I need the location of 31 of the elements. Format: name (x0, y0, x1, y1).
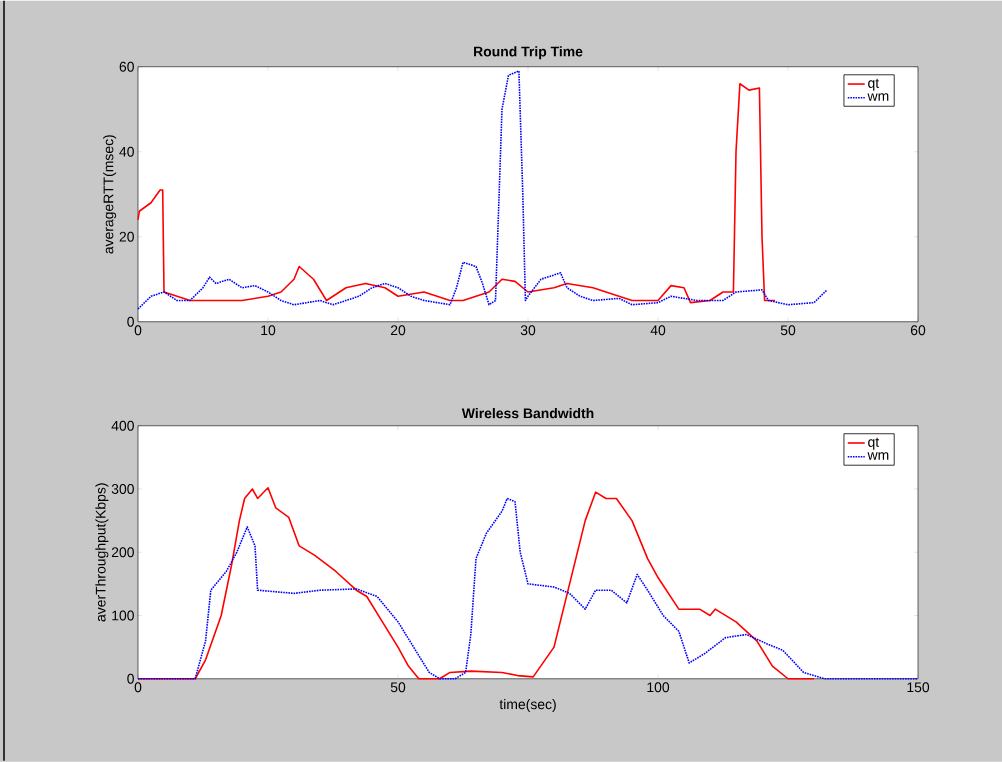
legend-label: wm (867, 93, 889, 101)
y-tick-label: 0 (127, 316, 134, 327)
legend-label: wm (867, 452, 889, 460)
legend-label: qt (868, 437, 880, 450)
y-tick-label: 100 (112, 610, 134, 621)
x-tick-label: 30 (520, 325, 536, 336)
y-tick-label: 200 (111, 547, 134, 558)
x-tick-label: 100 (647, 682, 670, 693)
x-tick-label: 0 (134, 682, 142, 693)
y-axis-title: averageRTT(msec) (103, 135, 117, 254)
x-tick-label: 10 (261, 325, 276, 336)
x-tick-label: 50 (780, 325, 796, 336)
y-axis-title: averThroughput(Kbps) (95, 483, 109, 622)
chart-title: Wireless Bandwidth (461, 408, 594, 419)
x-tick-label: 150 (907, 682, 930, 693)
x-axis-title: time(sec) (499, 699, 556, 713)
y-tick-label: 400 (111, 420, 134, 431)
line-series (137, 487, 815, 680)
x-tick-label: 0 (134, 325, 142, 336)
x-tick-label: 40 (650, 325, 666, 336)
y-tick-label: 300 (111, 484, 134, 495)
chart-title: Round Trip Time (474, 46, 583, 60)
y-tick-label: 60 (119, 61, 134, 72)
legend-label: qt (868, 78, 880, 91)
x-tick-label: 20 (390, 325, 406, 336)
y-tick-label: 0 (127, 673, 134, 684)
y-tick-label: 40 (119, 146, 134, 157)
x-tick-label: 60 (910, 325, 926, 336)
y-tick-label: 20 (119, 231, 134, 242)
line-series (137, 497, 919, 680)
x-tick-label: 50 (390, 682, 406, 693)
